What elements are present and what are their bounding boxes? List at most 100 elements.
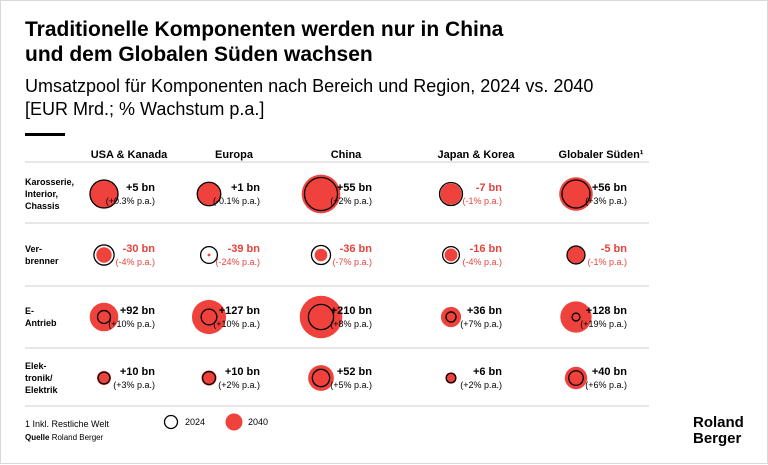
change-label: +40 bn bbox=[592, 366, 627, 378]
change-label: +55 bn bbox=[337, 182, 372, 194]
region-header: USA & Kanada bbox=[91, 149, 168, 161]
cagr-label: (+0.3% p.a.) bbox=[106, 196, 155, 206]
bubble-2024 bbox=[571, 312, 581, 322]
cagr-label: (+2% p.a.) bbox=[218, 380, 260, 390]
region-header: China bbox=[331, 149, 362, 161]
title-line-1: Traditionelle Komponenten werden nur in … bbox=[25, 18, 504, 41]
cagr-label: (-1% p.a.) bbox=[462, 196, 502, 206]
change-label: +56 bn bbox=[592, 182, 627, 194]
cagr-label: (-7% p.a.) bbox=[332, 257, 372, 267]
change-label: -16 bn bbox=[470, 243, 503, 255]
change-label: +10 bn bbox=[225, 366, 260, 378]
bubble-2024 bbox=[97, 371, 111, 385]
cagr-label: (+10% p.a.) bbox=[213, 319, 260, 329]
bubble-2040 bbox=[96, 247, 112, 263]
bubble-2024 bbox=[568, 370, 584, 386]
legend-2040-swatch bbox=[225, 413, 243, 431]
bubble-2024 bbox=[445, 311, 457, 323]
region-header: Globaler Süden¹ bbox=[559, 149, 644, 161]
bubble-2024 bbox=[199, 245, 219, 265]
bubble-2024 bbox=[566, 245, 586, 265]
bubble-2024 bbox=[89, 179, 119, 209]
brand-line-1: Roland bbox=[693, 414, 744, 431]
segment-label: Ver- bbox=[25, 244, 42, 254]
change-label: +5 bn bbox=[126, 182, 155, 194]
segment-label: Chassis bbox=[25, 201, 60, 211]
change-label: -30 bn bbox=[123, 243, 156, 255]
bubble-2024 bbox=[310, 244, 332, 266]
bubble-2024 bbox=[311, 368, 331, 388]
change-label: -36 bn bbox=[340, 243, 373, 255]
bubble-2024 bbox=[201, 370, 217, 386]
change-label: +6 bn bbox=[473, 366, 502, 378]
subtitle-line-2: [EUR Mrd.; % Wachstum p.a.] bbox=[25, 99, 265, 119]
source-line: Quelle Roland Berger bbox=[25, 433, 103, 442]
bubble-2040 bbox=[201, 370, 217, 386]
bubble-2040 bbox=[560, 301, 592, 333]
bubble-2040 bbox=[440, 183, 462, 205]
legend-2040-label: 2040 bbox=[248, 417, 268, 427]
cagr-label: (+2% p.a.) bbox=[330, 196, 372, 206]
bubble-2024 bbox=[93, 244, 115, 266]
bubble-2040 bbox=[89, 179, 119, 209]
bubble-2040 bbox=[191, 299, 227, 335]
cagr-label: (+8% p.a.) bbox=[330, 319, 372, 329]
bubble-2040 bbox=[440, 306, 462, 328]
bubble-2024 bbox=[438, 181, 464, 207]
bubble-2040 bbox=[559, 177, 593, 211]
cagr-label: (+3% p.a.) bbox=[113, 380, 155, 390]
bubble-2024 bbox=[561, 179, 591, 209]
segment-label: Elektrik bbox=[25, 385, 59, 395]
region-header: Europa bbox=[215, 149, 254, 161]
brand-line-2: Berger bbox=[693, 430, 742, 447]
bubble-2040 bbox=[89, 302, 119, 332]
cagr-label: (-4% p.a.) bbox=[462, 257, 502, 267]
segment-label: E- bbox=[25, 306, 34, 316]
cagr-label: (+3% p.a.) bbox=[585, 196, 627, 206]
cagr-label: (+2% p.a.) bbox=[460, 380, 502, 390]
change-label: +1 bn bbox=[231, 182, 260, 194]
cagr-label: (+6% p.a.) bbox=[585, 380, 627, 390]
cagr-label: (+5% p.a.) bbox=[330, 380, 372, 390]
bubble-2040 bbox=[445, 372, 457, 384]
change-label: +128 bn bbox=[586, 305, 628, 317]
change-label: +127 bn bbox=[219, 305, 261, 317]
brand-logo: Roland Berger bbox=[693, 415, 744, 447]
title-line-2: und dem Globalen Süden wachsen bbox=[25, 43, 373, 66]
cagr-label: (-1% p.a.) bbox=[587, 257, 627, 267]
source-value: Roland Berger bbox=[51, 433, 104, 442]
bubble-2024 bbox=[307, 303, 335, 331]
change-label: +210 bn bbox=[331, 305, 373, 317]
legend-2024-swatch bbox=[163, 414, 179, 430]
segment-label: Interior, bbox=[25, 189, 58, 199]
bubble-2040 bbox=[301, 174, 341, 214]
region-header: Japan & Korea bbox=[437, 149, 515, 161]
cagr-label: (+19% p.a.) bbox=[580, 319, 627, 329]
change-label: +92 bn bbox=[120, 305, 155, 317]
segment-label: Antrieb bbox=[25, 318, 57, 328]
bubble-2024 bbox=[445, 372, 457, 384]
subtitle-line-1: Umsatzpool für Komponenten nach Bereich … bbox=[25, 76, 594, 96]
bubble-2024 bbox=[200, 308, 218, 326]
change-label: +52 bn bbox=[337, 366, 372, 378]
legend-2024-label: 2024 bbox=[185, 417, 205, 427]
bubble-2024 bbox=[196, 181, 222, 207]
footnote: 1 Inkl. Restliche Welt bbox=[25, 419, 109, 429]
chart-title: Traditionelle Komponenten werden nur in … bbox=[25, 17, 725, 67]
segment-label: brenner bbox=[25, 256, 59, 266]
bubble-2040 bbox=[567, 246, 585, 264]
bubble-2024 bbox=[303, 176, 339, 212]
cagr-label: (-4% p.a.) bbox=[115, 257, 155, 267]
chart-subtitle: Umsatzpool für Komponenten nach Bereich … bbox=[25, 75, 725, 121]
cagr-label: (-0.1% p.a.) bbox=[213, 196, 260, 206]
bubble-2040 bbox=[97, 371, 111, 385]
cagr-label: (-24% p.a.) bbox=[215, 257, 260, 267]
change-label: +36 bn bbox=[467, 305, 502, 317]
source-label: Quelle bbox=[25, 433, 50, 442]
segment-label: Karosserie, bbox=[25, 177, 74, 187]
change-label: -39 bn bbox=[228, 243, 261, 255]
change-label: -7 bn bbox=[476, 182, 503, 194]
bubble-2040 bbox=[444, 248, 458, 262]
